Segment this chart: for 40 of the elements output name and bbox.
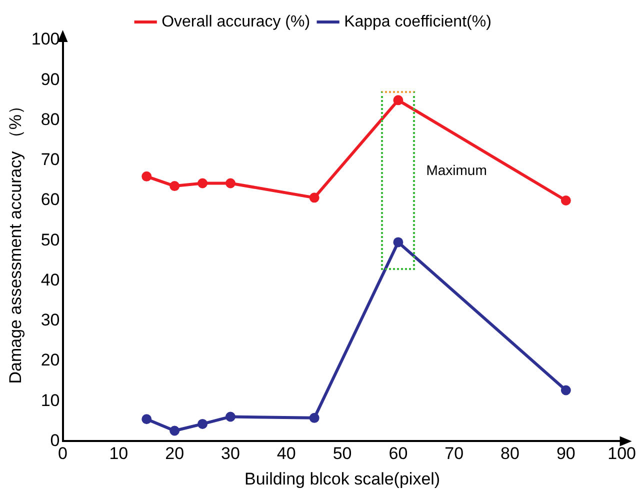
point xyxy=(560,195,571,206)
point xyxy=(225,178,236,188)
point xyxy=(198,418,208,429)
x-tick-label: 10 xyxy=(109,444,128,464)
y-tick-label: 50 xyxy=(40,230,60,250)
y-tick-label: 70 xyxy=(40,150,60,170)
annotation: Maximum xyxy=(426,162,487,178)
point xyxy=(393,95,404,106)
point xyxy=(560,385,571,396)
y-tick-label: 10 xyxy=(40,390,60,410)
y-axis-title: Damage assessment accuracy （%） xyxy=(6,97,25,384)
point xyxy=(142,171,152,182)
y-tick-label: 20 xyxy=(40,350,60,370)
x-tick-label: 80 xyxy=(500,444,520,464)
x-tick-label: 60 xyxy=(388,444,408,464)
x-tick-label: 20 xyxy=(165,444,184,464)
legend-label: Overall accuracy (%) xyxy=(162,13,310,30)
x-tick-label: 100 xyxy=(608,444,636,464)
point xyxy=(309,412,320,423)
point xyxy=(170,181,180,192)
y-tick-label: 60 xyxy=(40,190,60,210)
point xyxy=(309,192,320,203)
point xyxy=(198,178,208,188)
y-tick-label: 0 xyxy=(50,430,60,450)
y-tick-label: 40 xyxy=(40,270,60,290)
y-tick-label: 80 xyxy=(40,110,60,129)
x-tick-label: 70 xyxy=(444,444,464,464)
x-tick-label: 90 xyxy=(556,444,576,464)
x-tick-label: 50 xyxy=(332,444,352,464)
y-tick-label: 30 xyxy=(40,310,60,330)
y-tick-label: 100 xyxy=(31,30,60,49)
point xyxy=(393,237,404,248)
x-axis-title: Building blcok scale(pixel) xyxy=(244,469,440,488)
y-tick-label: 90 xyxy=(40,70,60,89)
x-tick-label: 40 xyxy=(276,444,296,464)
legend-label: Kappa coefficient(%) xyxy=(344,13,492,30)
point xyxy=(225,412,236,422)
x-tick-label: 30 xyxy=(221,444,240,464)
point xyxy=(142,414,152,424)
point xyxy=(170,426,180,436)
